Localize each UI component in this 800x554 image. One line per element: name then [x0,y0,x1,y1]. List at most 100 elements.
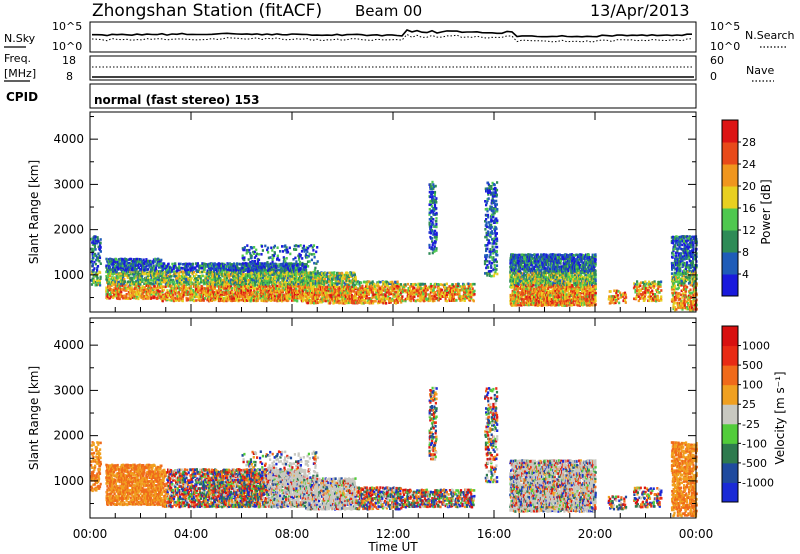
echo-cell [361,285,363,288]
noise-sky-trace [92,30,692,37]
echo-cell [202,275,204,278]
echo-cell [154,285,156,288]
echo-cell [160,293,162,296]
freq-tick-top: 18 [62,54,76,67]
echo-cell [355,276,357,279]
noise-panel-frame [90,22,696,52]
echo-cell [355,297,357,300]
echo-cell [227,299,229,302]
echo-cell [108,278,110,281]
echo-cell [188,271,190,274]
echo-cell [347,272,349,275]
station-title: Zhongshan Station (fitACF) [92,1,322,21]
echo-cell [195,273,197,276]
echo-cell [123,278,125,281]
freq-unit-label: [MHz] [4,67,36,80]
echo-cell [174,262,176,265]
echo-cell [172,294,174,297]
beam-label: Beam 00 [355,2,422,20]
echo-cell [205,263,207,266]
noise-panel: N.Sky 10^5 10^0 10^5 10^0 N.Search [4,20,795,53]
echo-cell [173,281,175,284]
echo-cell [245,282,247,285]
echo-cell [171,263,173,266]
noise-right-tick-top: 10^5 [710,20,740,33]
date-label: 13/Apr/2013 [590,1,690,20]
noise-right-tick-bottom: 10^0 [710,40,740,53]
echo-cell [251,275,253,278]
echo-cell [183,271,185,274]
echo-cell [160,259,162,262]
echo-cell [196,296,198,299]
echo-cell [195,299,197,302]
echo-cell [333,271,335,274]
echo-cell [128,274,130,277]
freq-panel: Freq. [MHz] 18 8 60 0 Nave [4,52,774,83]
echo-cell [327,272,329,275]
echo-cell [169,282,171,285]
echo-cell [354,273,356,276]
echo-cell [187,291,189,294]
echo-cell [180,263,182,266]
echo-cell [139,283,141,286]
echo-cell [379,281,381,284]
echo-cell [155,267,157,270]
echo-cell [278,286,280,289]
echo-cell [360,281,362,284]
echo-cell [254,283,256,286]
echo-cell [233,262,235,265]
echo-cell [384,294,386,297]
radar-figure: Zhongshan Station (fitACF) Beam 00 13/Ap… [0,0,800,554]
echo-cell [282,289,284,292]
echo-cell [105,265,107,268]
echo-cell [211,299,213,302]
echo-cell [186,283,188,286]
echo-cell [123,263,125,266]
noise-left-tick-top: 10^5 [52,20,82,33]
cpid-text: normal (fast stereo) 153 [94,93,260,107]
noise-left-label: N.Sky [4,32,36,45]
echo-cell [361,302,363,305]
echo-cell [338,272,340,275]
echo-cell [228,275,230,278]
echo-cell [159,290,161,293]
echo-cell [197,262,199,265]
echo-cell [378,296,380,299]
echo-cell [168,263,170,266]
echo-cell [326,292,328,295]
echo-cell [181,281,183,284]
echo-cell [201,285,203,288]
echo-cell [163,289,165,292]
echo-cell [142,298,144,301]
echo-cell [131,286,133,289]
echo-cell [367,285,369,288]
nave-tick-top: 60 [710,54,724,67]
cpid-panel: CPID normal (fast stereo) 153 [6,84,696,108]
echo-cell [385,302,387,305]
echo-cell [124,280,126,283]
echo-cell [173,267,175,270]
echo-cell [154,260,156,263]
echo-cell [191,277,193,280]
echo-cell [231,287,233,290]
power-data [90,181,698,312]
echo-cell [126,293,128,296]
echo-cell [269,285,271,288]
noise-right-label: N.Search [745,29,795,42]
freq-tick-bottom: 8 [66,70,73,83]
echo-cell [276,285,278,288]
echo-cell [329,301,331,304]
nave-tick-bottom: 0 [710,70,717,83]
echo-cell [204,297,206,300]
echo-cell [193,300,195,303]
freq-label: Freq. [4,52,31,65]
noise-left-tick-bottom: 10^0 [52,40,82,53]
echo-cell [187,268,189,271]
echo-cell [162,285,164,288]
echo-cell [137,298,139,301]
echo-cell [339,302,341,305]
echo-cell [187,265,189,268]
echo-cell [254,287,256,290]
echo-cell [153,265,155,268]
